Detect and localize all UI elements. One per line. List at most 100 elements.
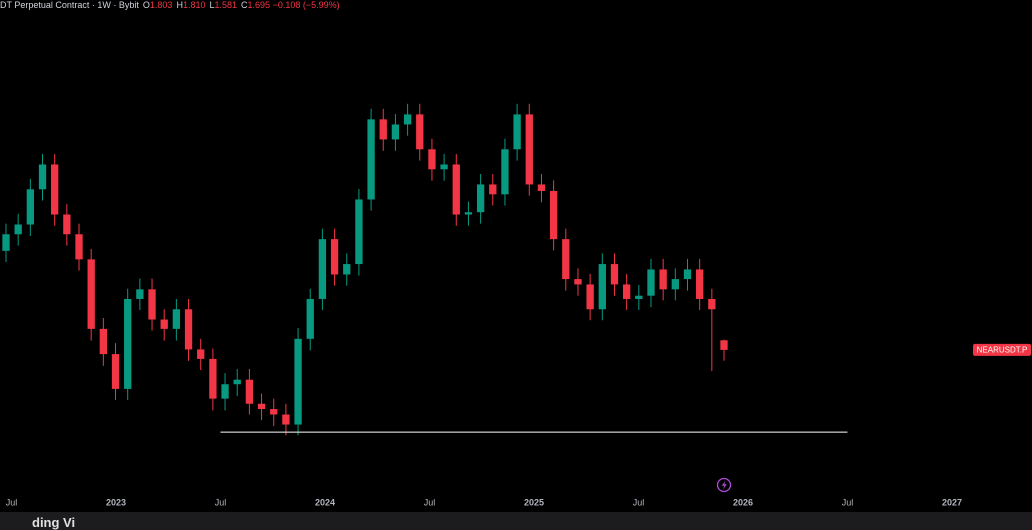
- candle-body: [160, 319, 168, 329]
- candle-body: [476, 184, 485, 213]
- candle: [63, 204, 71, 246]
- candle-body: [111, 354, 120, 389]
- candle-body: [379, 119, 387, 140]
- candle-body: [452, 164, 460, 215]
- alert-icon-bolt: [721, 480, 727, 490]
- x-tick-label: 2025: [524, 497, 544, 507]
- footer-text: ding Vi: [32, 515, 76, 530]
- candle: [659, 258, 667, 301]
- candle-body: [38, 164, 47, 190]
- candle-body: [440, 164, 448, 170]
- candle: [26, 178, 34, 237]
- candle-body: [610, 264, 619, 285]
- candle: [257, 393, 266, 421]
- candle-body: [659, 269, 667, 290]
- candle: [428, 138, 436, 181]
- candle: [245, 368, 254, 415]
- alert-icon-circle: [716, 477, 732, 493]
- candle-body: [282, 414, 290, 425]
- candle: [38, 153, 47, 201]
- candle-body: [513, 114, 521, 150]
- candle-body: [622, 284, 631, 299]
- price-tag: [973, 343, 1031, 356]
- candle: [622, 273, 631, 310]
- ohlc-label: C: [241, 0, 248, 10]
- candle-body: [306, 298, 314, 339]
- candle-body: [489, 184, 497, 195]
- x-tick-label: Jul: [633, 497, 645, 507]
- candle: [708, 288, 716, 372]
- candle: [294, 328, 302, 436]
- candle-body: [635, 295, 643, 299]
- alert-icon[interactable]: [716, 477, 732, 493]
- symbol-title: DT Perpetual Contract · 1W · Bybit: [0, 0, 139, 10]
- candle-body: [343, 264, 351, 275]
- candle: [75, 223, 83, 271]
- change: −0.108 (−5.99%): [272, 0, 340, 10]
- candle-body: [257, 403, 266, 410]
- candle: [501, 138, 509, 206]
- candle: [598, 253, 606, 321]
- candle: [270, 398, 278, 427]
- candle-body: [172, 309, 181, 329]
- candle-body: [562, 239, 570, 280]
- x-tick-label: 2024: [315, 497, 335, 507]
- candle-body: [184, 309, 193, 350]
- candle-body: [209, 358, 217, 399]
- candle-body: [294, 338, 302, 425]
- candle: [379, 108, 387, 151]
- candle: [537, 173, 546, 203]
- candle-body: [501, 149, 509, 195]
- ohlc-value: 1.810: [182, 0, 206, 10]
- candle: [111, 343, 120, 400]
- candle-body: [537, 184, 546, 191]
- candle-body: [696, 269, 704, 299]
- candle-body: [671, 279, 679, 290]
- candle-body: [63, 214, 71, 235]
- candle: [513, 103, 521, 161]
- x-tick-label: Jul: [215, 497, 227, 507]
- candle-body: [318, 239, 327, 299]
- candle: [440, 153, 448, 181]
- x-tick-label: Jul: [424, 497, 436, 507]
- candle-body: [403, 114, 412, 125]
- ohlc: O1.803 H1.810 L1.581 C1.695: [139, 0, 270, 10]
- candle: [282, 403, 290, 436]
- candle-body: [525, 114, 533, 185]
- ohlc-label: O: [142, 0, 150, 10]
- candle: [160, 309, 168, 341]
- candle-body: [586, 284, 594, 310]
- candle: [184, 298, 193, 361]
- candle: [148, 278, 156, 331]
- candle-body: [416, 114, 424, 150]
- candle-body: [136, 289, 144, 299]
- candle-body: [245, 379, 254, 404]
- candle-body: [549, 190, 558, 240]
- candle-body: [270, 409, 278, 415]
- candle-body: [51, 164, 59, 215]
- candle: [124, 288, 132, 400]
- ohlc-value: 1.803: [149, 0, 173, 10]
- candle: [683, 258, 692, 291]
- candle: [476, 173, 485, 224]
- candle: [452, 153, 460, 226]
- candle: [233, 368, 241, 397]
- candle: [586, 273, 594, 321]
- ohlc-label: H: [176, 0, 183, 10]
- candle: [343, 253, 351, 286]
- candle: [549, 180, 558, 251]
- x-tick-label: 2027: [942, 497, 962, 507]
- candle: [136, 278, 144, 310]
- candle-body: [14, 224, 22, 235]
- candle: [610, 253, 619, 296]
- candle: [172, 298, 181, 341]
- candle-body: [75, 234, 83, 260]
- candle: [464, 201, 473, 226]
- candle: [671, 268, 679, 301]
- candle: [391, 113, 400, 151]
- candle: [416, 103, 424, 161]
- candle-body: [683, 269, 692, 280]
- candle: [355, 188, 363, 276]
- footer: ding Vi: [0, 512, 1032, 530]
